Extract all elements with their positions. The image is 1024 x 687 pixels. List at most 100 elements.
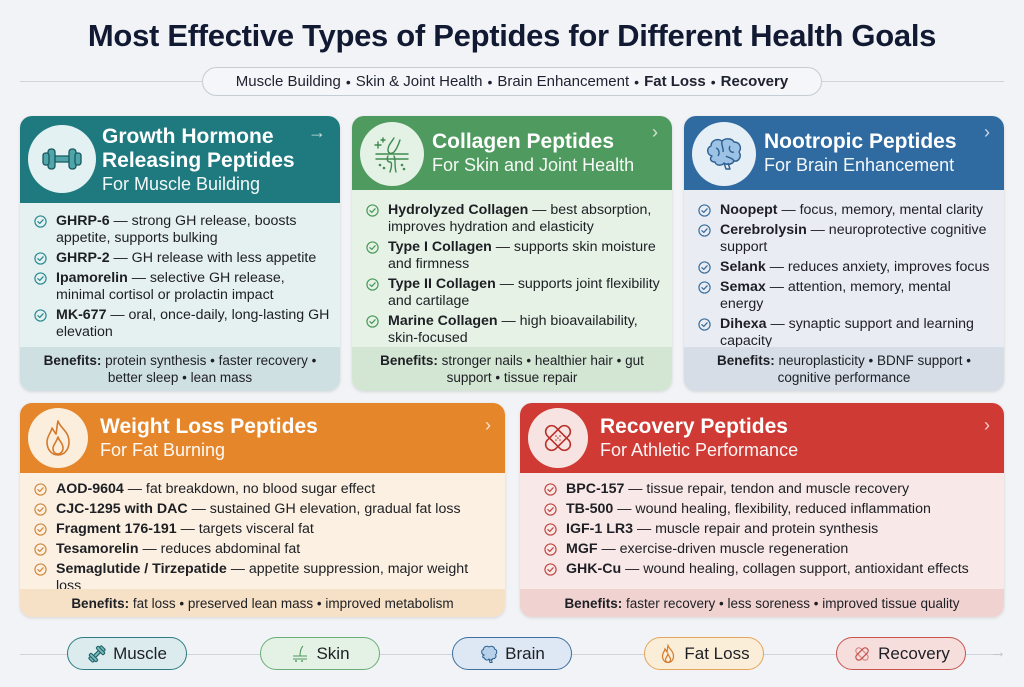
card-title: Collagen Peptides bbox=[432, 130, 615, 153]
check-circle-icon bbox=[698, 281, 711, 294]
peptide-desc: — best absorption, improves hydration an… bbox=[388, 202, 652, 235]
check-circle-icon bbox=[34, 563, 47, 576]
pill-label: Muscle bbox=[113, 643, 167, 663]
nav-pill-recovery[interactable]: Recovery bbox=[836, 637, 966, 670]
card-subtitle: For Athletic Performance bbox=[600, 440, 799, 460]
page-title: Most Effective Types of Peptides for Dif… bbox=[87, 18, 937, 53]
list-item: Fragment 176-191 — targets visceral fat bbox=[34, 521, 495, 538]
card-title: Weight Loss Peptides bbox=[100, 415, 318, 438]
benefits-text: faster recovery • less soreness • improv… bbox=[622, 595, 960, 611]
chevron-right-icon[interactable]: › bbox=[652, 122, 658, 142]
list-item: TB-500 — wound healing, flexibility, red… bbox=[544, 501, 994, 518]
check-circle-icon bbox=[544, 523, 557, 536]
goal-fat-loss: Fat Loss bbox=[644, 73, 706, 90]
peptide-name: GHRP-6 bbox=[56, 213, 110, 229]
peptide-name: CJC-1295 with DAC bbox=[56, 501, 188, 517]
list-item: Marine Collagen — high bioavailability, … bbox=[366, 313, 662, 347]
peptide-name: AOD-9604 bbox=[56, 481, 124, 497]
peptide-name: Tesamorelin bbox=[56, 541, 139, 557]
peptide-list: AOD-9604 — fat breakdown, no blood sugar… bbox=[20, 473, 505, 595]
card-collagen[interactable]: Collagen Peptides For Skin and Joint Hea… bbox=[352, 116, 672, 391]
card-header: Weight Loss Peptides For Fat Burning › bbox=[20, 403, 505, 473]
benefits-text: neuroplasticity • BDNF support • cogniti… bbox=[774, 353, 972, 385]
peptide-name: Marine Collagen bbox=[388, 313, 498, 329]
check-circle-icon bbox=[34, 523, 47, 536]
list-item: MK-677 — oral, once-daily, long-lasting … bbox=[34, 307, 330, 341]
card-subtitle: For Muscle Building bbox=[102, 174, 261, 194]
peptide-name: Hydrolyzed Collagen bbox=[388, 202, 529, 218]
benefits-label: Benefits: bbox=[716, 353, 775, 368]
nav-pill-skin[interactable]: Skin bbox=[260, 637, 380, 670]
peptide-name: TB-500 bbox=[566, 501, 614, 517]
peptide-desc: — sustained GH elevation, gradual fat lo… bbox=[187, 501, 461, 517]
check-circle-icon bbox=[698, 204, 711, 217]
peptide-desc: — targets visceral fat bbox=[176, 521, 314, 537]
nav-pill-brain[interactable]: Brain bbox=[452, 637, 572, 670]
card-weight-loss[interactable]: Weight Loss Peptides For Fat Burning › A… bbox=[20, 403, 505, 617]
peptide-desc: — synaptic support and learning capacity bbox=[720, 316, 974, 349]
peptide-name: Fragment 176-191 bbox=[56, 521, 177, 537]
peptide-desc: — high bioavailability, skin-focused bbox=[388, 313, 638, 346]
check-circle-icon bbox=[544, 543, 557, 556]
peptide-desc: — wound healing, collagen support, antio… bbox=[621, 561, 969, 577]
benefits-box: Benefits: neuroplasticity • BDNF support… bbox=[684, 347, 1004, 391]
card-growth-hormone[interactable]: Growth Hormone Releasing Peptides For Mu… bbox=[20, 116, 340, 391]
check-circle-icon bbox=[366, 278, 379, 291]
list-item: Dihexa — synaptic support and learning c… bbox=[698, 316, 994, 350]
list-item: CJC-1295 with DAC — sustained GH elevati… bbox=[34, 501, 495, 518]
benefits-label: Benefits: bbox=[564, 595, 623, 611]
benefits-label: Benefits: bbox=[71, 595, 130, 611]
chevron-right-icon[interactable]: › bbox=[984, 122, 990, 142]
check-circle-icon bbox=[34, 503, 47, 516]
benefits-box: Benefits: protein synthesis • faster rec… bbox=[20, 347, 340, 391]
peptide-desc: — exercise-driven muscle regeneration bbox=[597, 541, 849, 557]
peptide-name: Cerebrolysin bbox=[720, 222, 807, 238]
chevron-right-icon[interactable]: › bbox=[984, 415, 990, 435]
list-item: Cerebrolysin — neuroprotective cognitive… bbox=[698, 222, 994, 256]
peptide-name: BPC-157 bbox=[566, 481, 625, 497]
nav-pill-fat-loss[interactable]: Fat Loss bbox=[644, 637, 764, 670]
separator: • bbox=[634, 73, 640, 90]
goal-muscle: Muscle Building bbox=[235, 73, 341, 90]
card-subtitle: For Skin and Joint Health bbox=[432, 155, 635, 175]
separator: • bbox=[345, 73, 351, 90]
card-title: Recovery Peptides bbox=[600, 415, 788, 438]
peptide-desc: — attention, memory, mental energy bbox=[720, 279, 951, 312]
card-recovery[interactable]: Recovery Peptides For Athletic Performan… bbox=[520, 403, 1004, 617]
pill-label: Skin bbox=[316, 643, 350, 663]
list-item: Tesamorelin — reduces abdominal fat bbox=[34, 541, 495, 558]
bandage-icon bbox=[528, 408, 588, 468]
peptide-name: Semax bbox=[720, 279, 766, 295]
benefits-text: protein synthesis • faster recovery • be… bbox=[101, 353, 317, 385]
peptide-name: MK-677 bbox=[56, 307, 107, 323]
peptide-name: Type II Collagen bbox=[388, 276, 496, 292]
check-circle-icon bbox=[366, 204, 379, 217]
pill-label: Brain bbox=[505, 643, 545, 663]
list-item: Semax — attention, memory, mental energy bbox=[698, 279, 994, 313]
check-circle-icon bbox=[698, 261, 711, 274]
brain-icon bbox=[481, 645, 498, 663]
peptide-list: BPC-157 — tissue repair, tendon and musc… bbox=[520, 473, 1004, 578]
check-circle-icon bbox=[34, 309, 47, 322]
list-item: Hydrolyzed Collagen — best absorption, i… bbox=[366, 202, 662, 236]
peptide-desc: — fat breakdown, no blood sugar effect bbox=[123, 481, 376, 497]
card-header: Recovery Peptides For Athletic Performan… bbox=[520, 403, 1004, 473]
goals-summary-bar: Muscle Building • Skin & Joint Health • … bbox=[202, 67, 822, 96]
benefits-label: Benefits: bbox=[380, 353, 438, 368]
chevron-right-icon[interactable]: › bbox=[485, 415, 491, 435]
peptide-list: GHRP-6 — strong GH release, boosts appet… bbox=[20, 203, 340, 341]
card-header: Nootropic Peptides For Brain Enhancement… bbox=[684, 116, 1004, 190]
benefits-box: Benefits: faster recovery • less sorenes… bbox=[520, 589, 1004, 617]
arrow-right-icon[interactable]: → bbox=[308, 122, 326, 142]
brain-icon bbox=[692, 122, 756, 186]
benefits-label: Benefits: bbox=[43, 353, 102, 368]
list-item: GHRP-6 — strong GH release, boosts appet… bbox=[34, 213, 330, 247]
check-circle-icon bbox=[698, 318, 711, 331]
nav-pill-muscle[interactable]: Muscle bbox=[67, 637, 187, 670]
card-nootropic[interactable]: Nootropic Peptides For Brain Enhancement… bbox=[684, 116, 1004, 391]
check-circle-icon bbox=[698, 224, 711, 237]
benefits-box: Benefits: stronger nails • healthier hai… bbox=[352, 347, 672, 391]
pill-label: Fat Loss bbox=[684, 643, 750, 663]
bandage-icon bbox=[855, 646, 869, 661]
list-item: IGF-1 LR3 — muscle repair and protein sy… bbox=[544, 521, 994, 538]
